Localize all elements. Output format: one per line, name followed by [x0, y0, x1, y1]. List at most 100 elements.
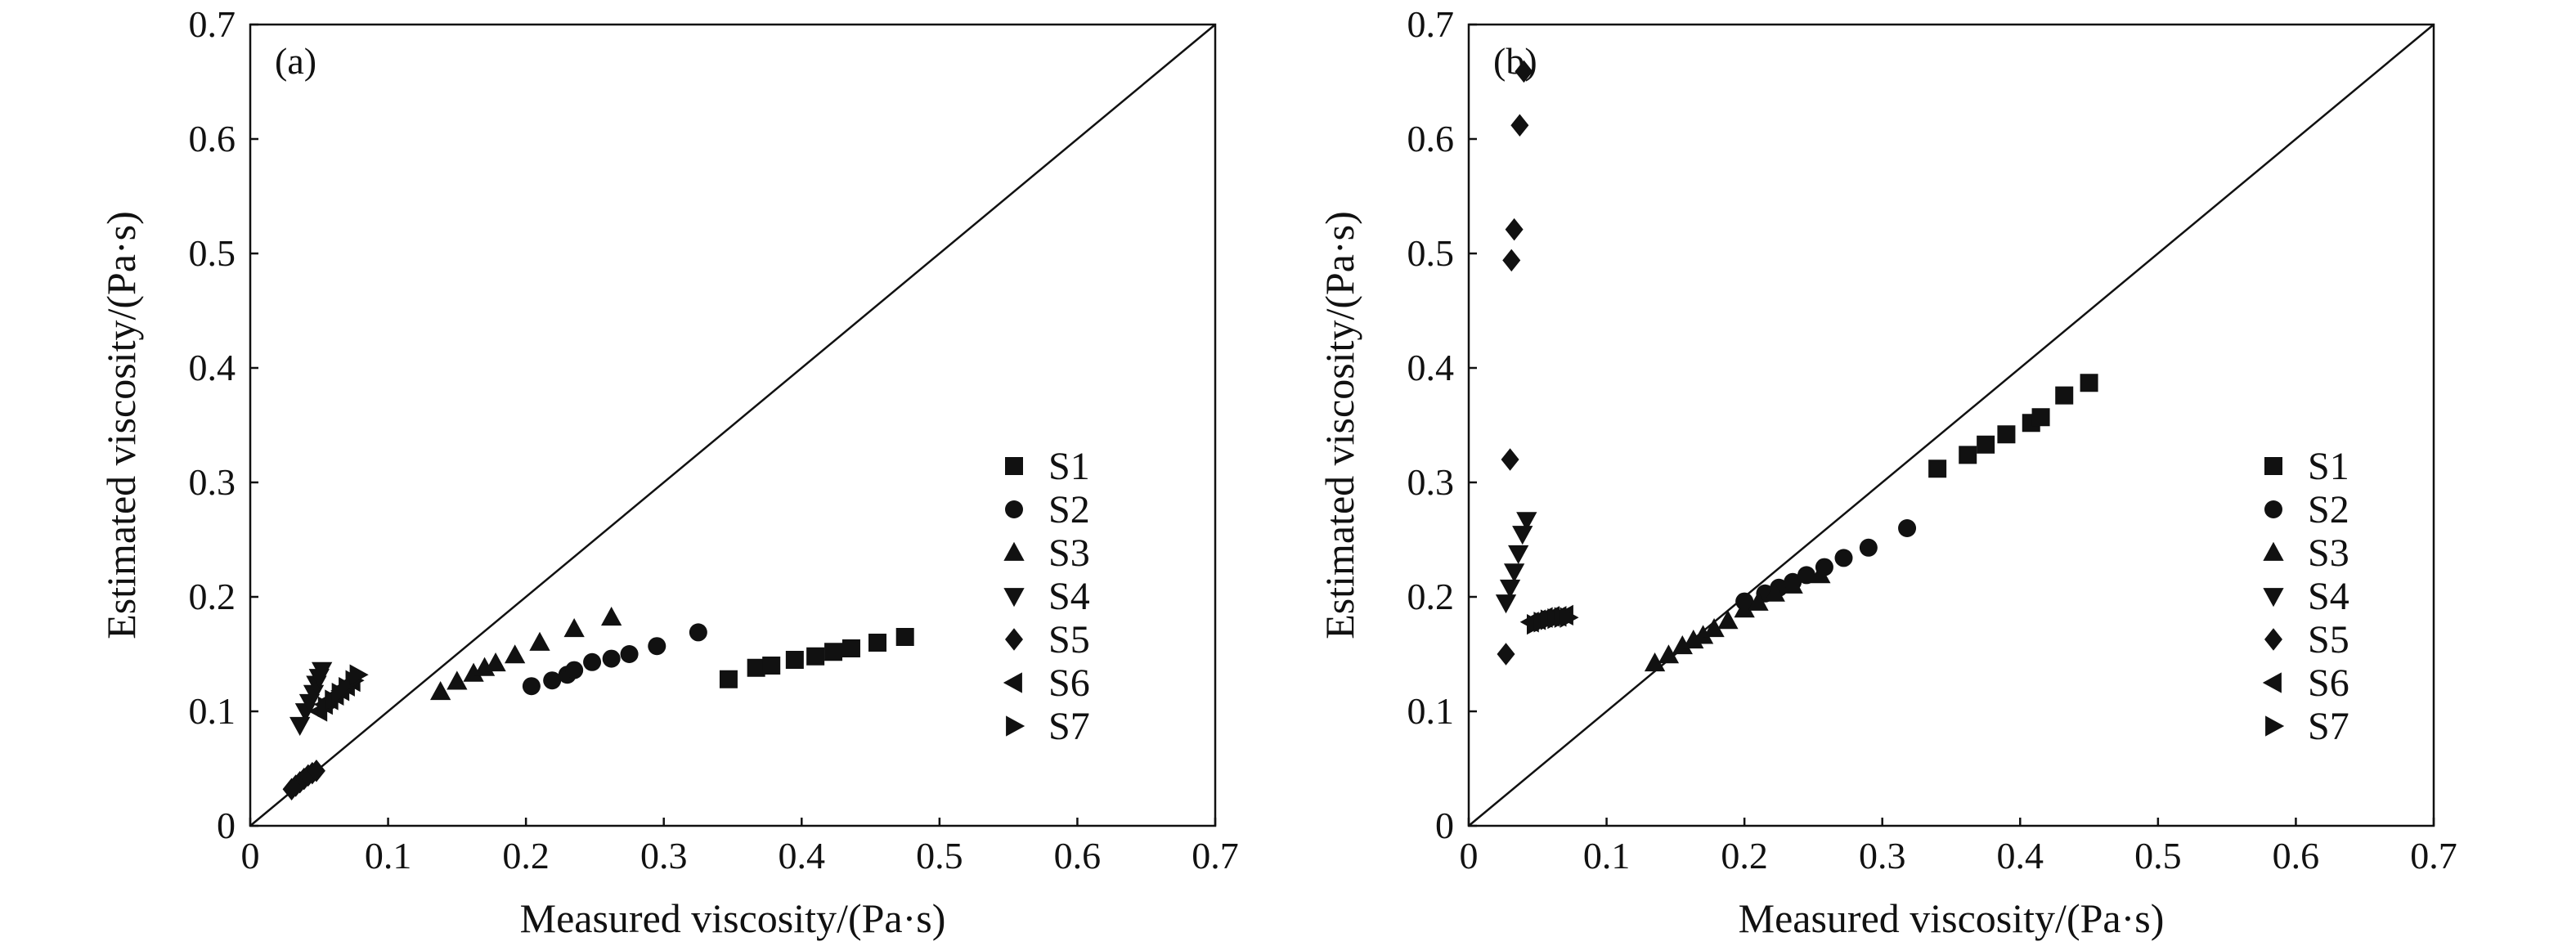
y-tick-label: 0 [217, 805, 236, 846]
data-point [747, 658, 765, 677]
data-point [762, 657, 781, 675]
x-tick-label: 0.1 [365, 835, 412, 877]
y-tick-label: 0.7 [189, 3, 236, 45]
series-s4 [1495, 512, 1537, 614]
legend-label: S5 [1048, 618, 1090, 661]
data-point [895, 628, 914, 646]
data-point [1997, 425, 2016, 444]
data-point [1764, 582, 1785, 602]
data-point [785, 651, 804, 669]
y-tick-label: 0.1 [189, 690, 236, 732]
data-point [2080, 374, 2098, 392]
x-tick-label: 0.2 [502, 835, 550, 877]
plot-frame [249, 23, 1217, 827]
data-point [1928, 460, 1947, 478]
data-point [522, 677, 541, 696]
data-point [1495, 594, 1517, 614]
legend-label: S4 [2308, 575, 2349, 618]
data-point [529, 631, 550, 651]
legend-label: S6 [2308, 661, 2349, 705]
data-point [1510, 114, 1529, 137]
legend-marker [2263, 588, 2284, 608]
y-tick-label: 0.2 [189, 576, 236, 617]
data-point [1658, 644, 1680, 664]
data-point [601, 607, 622, 626]
data-point [1499, 579, 1521, 599]
plot-frame [1467, 23, 2435, 827]
panel-label: (b) [1493, 40, 1537, 82]
data-point [1501, 448, 1519, 471]
data-point [1977, 435, 1995, 454]
x-tick-label: 0.6 [2273, 835, 2320, 877]
y-tick-label: 0.7 [1407, 3, 1455, 45]
series-s3 [429, 607, 622, 701]
data-point [648, 637, 666, 656]
series-s3 [1644, 564, 1831, 672]
data-point [841, 639, 860, 657]
chart-panel-b: 0 0.1 0.2 0.3 0.4 0.5 0.6 0.7 0 0.1 0.2 0.3 0.4 0.5 0.… [1317, 3, 2457, 941]
series-s2 [522, 623, 707, 696]
data-point [1717, 610, 1739, 630]
legend-label: S2 [1048, 488, 1090, 531]
series-s7 [317, 664, 369, 718]
legend-label: S7 [2308, 705, 2349, 748]
x-tick-label: 0.4 [1997, 835, 2044, 877]
data-point [307, 760, 325, 782]
data-point [2031, 408, 2050, 427]
data-point [1703, 618, 1725, 638]
legend-marker [2262, 672, 2282, 693]
data-point [1505, 217, 1524, 241]
legend-marker [1006, 715, 1025, 737]
panel-label: (a) [275, 40, 316, 82]
x-tick-label: 0.1 [1583, 835, 1631, 877]
legend-label: S1 [1048, 445, 1090, 488]
y-tick-label: 0.5 [1407, 232, 1455, 274]
y-tick-label: 0.1 [1407, 690, 1455, 732]
data-point [349, 664, 369, 685]
y-tick-label: 0.3 [1407, 461, 1455, 503]
legend-label: S5 [2308, 618, 2349, 661]
data-point [429, 681, 451, 701]
reference-line [249, 24, 1216, 827]
x-tick-label: 0 [1460, 835, 1479, 877]
data-point [2055, 386, 2074, 405]
legend-marker [1005, 457, 1023, 475]
data-point [543, 671, 562, 690]
data-point [824, 643, 843, 661]
legend-marker [1003, 588, 1025, 608]
data-point [1898, 519, 1917, 537]
series-s1 [719, 628, 914, 688]
legend-label: S6 [1048, 661, 1090, 705]
data-point [1644, 652, 1666, 672]
data-point [1503, 563, 1525, 583]
legend-marker [2263, 541, 2284, 561]
data-point [1859, 538, 1878, 557]
data-point [602, 649, 621, 668]
data-point [1502, 249, 1521, 272]
legend-label: S3 [2308, 531, 2349, 575]
data-point [289, 716, 311, 736]
series-s1 [1928, 374, 2098, 478]
chart-panel-a: 0 0.1 0.2 0.3 0.4 0.5 0.6 0.7 0 0.1 0.2 0.3 0.4 0.5 0.… [98, 3, 1239, 941]
legend-marker [1003, 672, 1022, 693]
data-point [1834, 549, 1853, 567]
data-point [485, 652, 506, 672]
data-point [1810, 564, 1831, 584]
data-point [1797, 566, 1815, 585]
x-axis-title: Measured viscosity/(Pa·s) [1739, 895, 2165, 941]
legend-label: S7 [1048, 705, 1090, 748]
legend-label: S4 [1048, 575, 1090, 618]
y-tick-label: 0.6 [189, 118, 236, 159]
y-tick-label: 0.4 [189, 347, 236, 388]
x-tick-label: 0.2 [1721, 835, 1768, 877]
data-point [583, 652, 602, 671]
y-tick-label: 0.2 [1407, 576, 1455, 617]
legend-marker [2265, 715, 2285, 737]
legend-marker [1005, 628, 1023, 651]
legend-marker [2264, 500, 2282, 518]
series-s7 [1527, 607, 1579, 635]
legend-label: S3 [1048, 531, 1090, 575]
series-s5 [1497, 60, 1533, 666]
